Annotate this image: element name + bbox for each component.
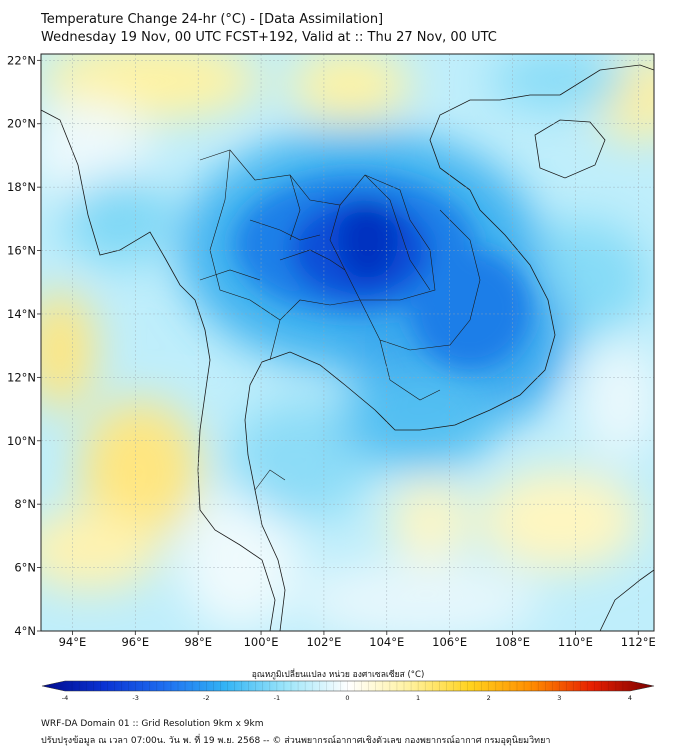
colorbar-tick-label: -2 (203, 694, 209, 702)
lat-tick-label: 14°N (7, 307, 36, 321)
borders (199, 149, 481, 491)
lon-tick-label: 106°E (432, 635, 467, 649)
colorbar: -4 -3 -2 -1 0 1 2 3 4 (41, 680, 655, 702)
map-subtitle: Wednesday 19 Nov, 00 UTC FCST+192, Valid… (41, 30, 497, 45)
lat-tick-label: 20°N (7, 117, 36, 131)
map-plot-area (41, 54, 654, 631)
lat-tick-label: 16°N (7, 244, 36, 258)
gridlines (41, 54, 654, 632)
colorbar-ticks: -4 -3 -2 -1 0 1 2 3 4 (62, 694, 632, 702)
colorbar-tick-label: 1 (416, 694, 420, 702)
latitude-axis: 22°N 20°N 18°N 16°N 14°N 12°N 10°N 8°N 6°N 4°N (7, 53, 41, 638)
lat-tick-label: 18°N (7, 180, 36, 194)
lon-tick-label: 104°E (369, 635, 404, 649)
colorbar-divisions (71, 681, 624, 691)
colorbar-tick-label: 4 (628, 694, 632, 702)
colorbar-label: อุณหภูมิเปลี่ยนแปลง หน่วย องศาเซลเซียส (… (251, 670, 425, 680)
lon-tick-label: 96°E (121, 635, 149, 649)
lon-tick-label: 102°E (306, 635, 341, 649)
colorbar-tick-label: -4 (62, 694, 68, 702)
lat-tick-label: 12°N (7, 370, 36, 384)
lat-tick-label: 6°N (14, 561, 36, 575)
lon-tick-label: 98°E (184, 635, 212, 649)
footer-credit: ปรับปรุงข้อมูล ณ เวลา 07:00น. วัน พ. ที่… (41, 736, 551, 746)
colorbar-tick-label: 0 (345, 694, 349, 702)
longitude-axis: 94°E 96°E 98°E 100°E 102°E 104°E 106°E 108°E 110… (59, 631, 656, 649)
lat-tick-label: 10°N (7, 434, 36, 448)
lat-tick-label: 22°N (7, 53, 36, 67)
cooling-core (235, 175, 530, 370)
lon-tick-label: 108°E (495, 635, 530, 649)
colorbar-tick-label: 2 (487, 694, 491, 702)
colorbar-tick-label: -1 (274, 694, 280, 702)
lon-tick-label: 100°E (244, 635, 279, 649)
map-frame (40, 53, 655, 632)
colorbar-bar (41, 680, 655, 692)
lat-tick-label: 8°N (14, 497, 36, 511)
field-blobs (41, 54, 654, 631)
lat-tick-label: 4°N (14, 624, 36, 638)
map-title: Temperature Change 24-hr (°C) - [Data As… (41, 12, 384, 27)
colorbar-tick-label: 3 (557, 694, 561, 702)
lon-tick-label: 110°E (558, 635, 593, 649)
footer-model-info: WRF-DA Domain 01 :: Grid Resolution 9km … (41, 719, 264, 729)
lon-tick-label: 94°E (59, 635, 87, 649)
colorbar-tick-label: -3 (132, 694, 138, 702)
lon-tick-label: 112°E (621, 635, 656, 649)
